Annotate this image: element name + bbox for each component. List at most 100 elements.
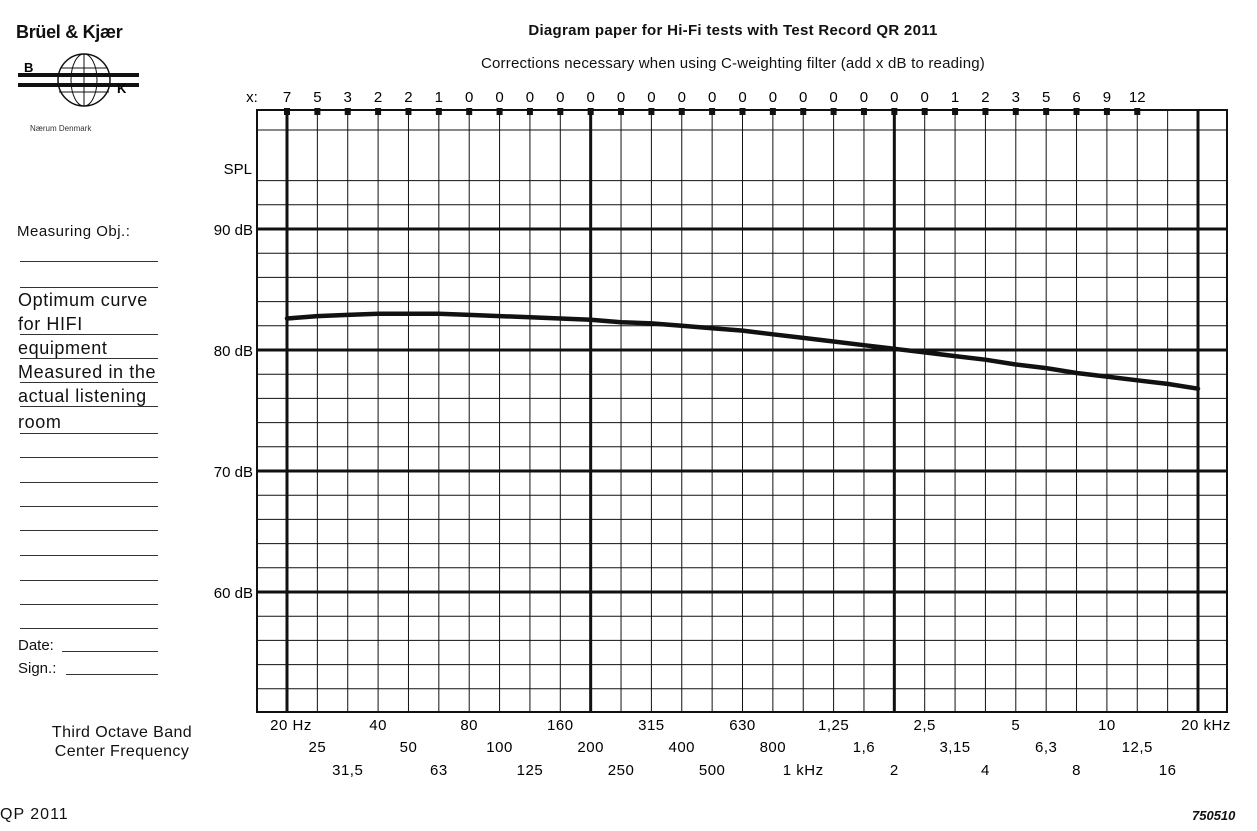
- x-tick-label: 200: [577, 739, 604, 756]
- x-tick-label: 25: [309, 739, 327, 756]
- correction-tick: [435, 108, 442, 115]
- correction-tick: [496, 108, 503, 115]
- x-tick-labels: 20 Hz2531,540506380100125160200250315400…: [270, 717, 1231, 779]
- correction-value: 0: [799, 89, 807, 106]
- form-underline: [20, 382, 158, 383]
- x-tick-label: 4: [981, 762, 990, 779]
- correction-tick: [375, 108, 382, 115]
- logo-letter-b: B: [24, 60, 33, 75]
- x-tick-label: 250: [608, 762, 635, 779]
- correction-tick: [709, 108, 716, 115]
- sign-label: Sign.:: [18, 660, 57, 677]
- form-underline: [62, 651, 158, 652]
- correction-tick: [1134, 108, 1141, 115]
- brand-name: Brüel & Kjær: [16, 22, 123, 42]
- form-underline: [20, 287, 158, 288]
- x-tick-label: 630: [729, 717, 756, 734]
- form-underline: [20, 555, 158, 556]
- correction-value: 7: [283, 89, 291, 106]
- correction-value: 5: [313, 89, 321, 106]
- bk-logo: B K: [18, 53, 139, 107]
- correction-value: 0: [526, 89, 534, 106]
- correction-tick: [618, 108, 625, 115]
- x-tick-label: 400: [669, 739, 696, 756]
- correction-value: 0: [860, 89, 868, 106]
- correction-tick: [557, 108, 564, 115]
- correction-value: 2: [374, 89, 382, 106]
- x-tick-label: 3,15: [939, 739, 970, 756]
- y-tick-label: 60 dB: [214, 585, 253, 602]
- logo-letter-k: K: [117, 81, 127, 96]
- correction-tick: [891, 108, 898, 115]
- correction-tick: [982, 108, 989, 115]
- x-tick-label: 50: [400, 739, 418, 756]
- measuring-object-label: Measuring Obj.:: [17, 223, 131, 240]
- y-tick-label: 70 dB: [214, 464, 253, 481]
- form-underline: [66, 674, 158, 675]
- x-tick-label: 8: [1072, 762, 1081, 779]
- form-underline: [20, 482, 158, 483]
- form-underline: [20, 433, 158, 434]
- correction-value: 6: [1072, 89, 1080, 106]
- y-tick-label: 90 dB: [214, 222, 253, 239]
- footer-serial: 750510: [1192, 808, 1236, 823]
- form-underline: [20, 530, 158, 531]
- correction-value: 5: [1042, 89, 1050, 106]
- correction-value: 1: [951, 89, 959, 106]
- correction-tick: [952, 108, 959, 115]
- note-line-6: room: [18, 412, 62, 432]
- y-tick-labels: 90 dB 80 dB 70 dB 60 dB: [214, 222, 253, 602]
- correction-tick: [405, 108, 412, 115]
- correction-tick: [830, 108, 837, 115]
- x-tick-label: 5: [1011, 717, 1020, 734]
- correction-value: 0: [921, 89, 929, 106]
- form-underline: [20, 334, 158, 335]
- correction-tick: [921, 108, 928, 115]
- x-tick-label: 63: [430, 762, 448, 779]
- correction-values: 7 5 3 2 2 1 0 0 0 0 0 0 0 0 0 0 0 0 0 0 0 0 1 2 3 5 6 9 12: [283, 89, 1146, 106]
- x-tick-label: 125: [517, 762, 544, 779]
- footer-form-code: QP 2011: [0, 806, 69, 823]
- correction-tick: [1012, 108, 1019, 115]
- band-label-line-2: Center Frequency: [54, 743, 190, 760]
- minor-grid: [256, 110, 1227, 712]
- x-tick-label: 500: [699, 762, 726, 779]
- x-tick-label: 100: [486, 739, 513, 756]
- major-grid: [257, 110, 1227, 712]
- x-tick-label: 20 Hz: [270, 717, 312, 734]
- note-line-1: Optimum curve: [18, 290, 148, 310]
- chart-subtitle: Corrections necessary when using C-weigh…: [480, 55, 985, 72]
- correction-tick: [526, 108, 533, 115]
- x-tick-label: 40: [369, 717, 387, 734]
- x-tick-label: 2: [890, 762, 899, 779]
- form-underline: [20, 628, 158, 629]
- correction-value: 0: [678, 89, 686, 106]
- correction-tick: [587, 108, 594, 115]
- correction-tick: [739, 108, 746, 115]
- x-tick-label: 31,5: [332, 762, 363, 779]
- x-tick-label: 1 kHz: [783, 762, 824, 779]
- x-tick-label: 160: [547, 717, 574, 734]
- correction-tick: [648, 108, 655, 115]
- date-label: Date:: [18, 637, 54, 654]
- correction-value: 9: [1103, 89, 1111, 106]
- correction-tick: [314, 108, 321, 115]
- x-tick-label: 12,5: [1122, 739, 1153, 756]
- correction-value: 2: [404, 89, 412, 106]
- correction-value: 0: [738, 89, 746, 106]
- form-underline: [20, 506, 158, 507]
- x-tick-label: 6,3: [1035, 739, 1057, 756]
- correction-value: 1: [435, 89, 443, 106]
- correction-tick: [678, 108, 685, 115]
- y-tick-label: 80 dB: [214, 343, 253, 360]
- x-tick-label: 800: [760, 739, 787, 756]
- x-tick-label: 80: [460, 717, 478, 734]
- correction-value: 0: [708, 89, 716, 106]
- x-tick-label: 16: [1159, 762, 1177, 779]
- note-line-4: Measured in the: [18, 362, 157, 382]
- correction-value: 0: [647, 89, 655, 106]
- x-tick-label: 20 kHz: [1181, 717, 1231, 734]
- x-tick-label: 10: [1098, 717, 1116, 734]
- correction-tick: [1103, 108, 1110, 115]
